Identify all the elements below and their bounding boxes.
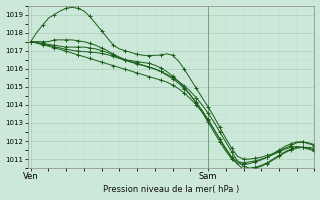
X-axis label: Pression niveau de la mer( hPa ): Pression niveau de la mer( hPa ) [103,185,239,194]
